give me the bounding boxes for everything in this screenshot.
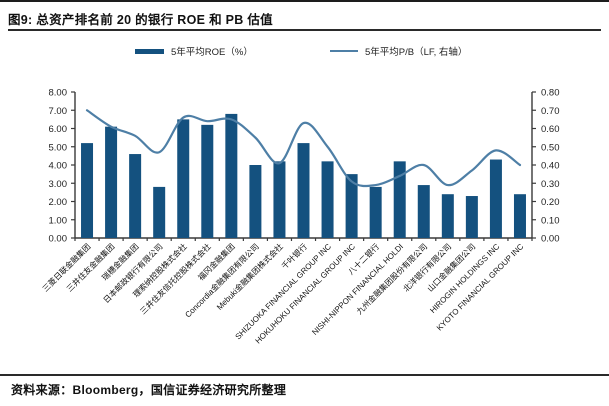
roe-bar: [105, 126, 118, 238]
roe-bar: [153, 186, 166, 238]
roe-bar: [393, 161, 406, 238]
y-axis-right-tick-label: 0.40: [541, 161, 560, 172]
roe-bar-swatch-icon: [135, 48, 164, 54]
roe-bar: [513, 194, 526, 238]
roe-bar: [201, 124, 214, 238]
y-axis-right-tick-label: 0.00: [541, 234, 560, 245]
roe-bar: [417, 185, 430, 238]
roe-bar: [177, 119, 190, 238]
y-axis-left-tick-label: 5.00: [49, 142, 68, 153]
legend-label-roe: 5年平均ROE（%）: [171, 47, 253, 58]
roe-bar: [345, 174, 358, 238]
roe-bar: [489, 159, 502, 238]
roe-bar: [465, 196, 478, 238]
figure-title: 图9: 总资产排名前 20 的银行 ROE 和 PB 估值: [8, 13, 273, 27]
roe-bar: [273, 161, 286, 238]
y-axis-right-tick-label: 0.70: [541, 106, 560, 117]
roe-bar: [441, 194, 454, 238]
roe-bar: [297, 143, 310, 238]
roe-bar: [129, 154, 142, 238]
y-axis-left-tick-label: 1.00: [49, 215, 68, 226]
y-axis-right-tick-label: 0.10: [541, 215, 560, 226]
y-axis-left-tick-label: 8.00: [49, 88, 68, 99]
y-axis-left-tick-label: 4.00: [49, 161, 68, 172]
legend-label-pb: 5年平均P/B（LF, 右轴）: [365, 47, 468, 58]
title-divider: [8, 29, 601, 31]
y-axis-left-tick-label: 7.00: [49, 106, 68, 117]
y-axis-right-tick-label: 0.30: [541, 179, 560, 190]
y-axis-left-tick-label: 2.00: [49, 197, 68, 208]
legend-item-pb: 5年平均P/B（LF, 右轴）: [330, 43, 467, 59]
y-axis-right-tick-label: 0.60: [541, 124, 560, 135]
y-axis-right-tick-label: 0.20: [541, 197, 560, 208]
source-note: 资料来源：Bloomberg，国信证券经济研究所整理: [11, 383, 287, 397]
y-axis-left-tick-label: 3.00: [49, 179, 68, 190]
source-divider: [0, 374, 609, 376]
top-divider: [0, 0, 609, 2]
y-axis-right-tick-label: 0.50: [541, 142, 560, 153]
roe-bar: [225, 113, 238, 238]
roe-bar: [81, 143, 94, 238]
roe-bar: [249, 165, 262, 238]
y-axis-left-tick-label: 0.00: [49, 234, 68, 245]
y-axis-right-tick-label: 0.80: [541, 88, 560, 99]
legend-item-roe: 5年平均ROE（%）: [135, 43, 253, 59]
roe-bar: [321, 161, 334, 238]
y-axis-left-tick-label: 6.00: [49, 124, 68, 135]
chart-legend: 5年平均ROE（%） 5年平均P/B（LF, 右轴）: [0, 43, 609, 59]
pb-line: [85, 109, 522, 188]
pb-line-swatch-icon: [330, 50, 358, 52]
roe-bar: [369, 186, 382, 238]
